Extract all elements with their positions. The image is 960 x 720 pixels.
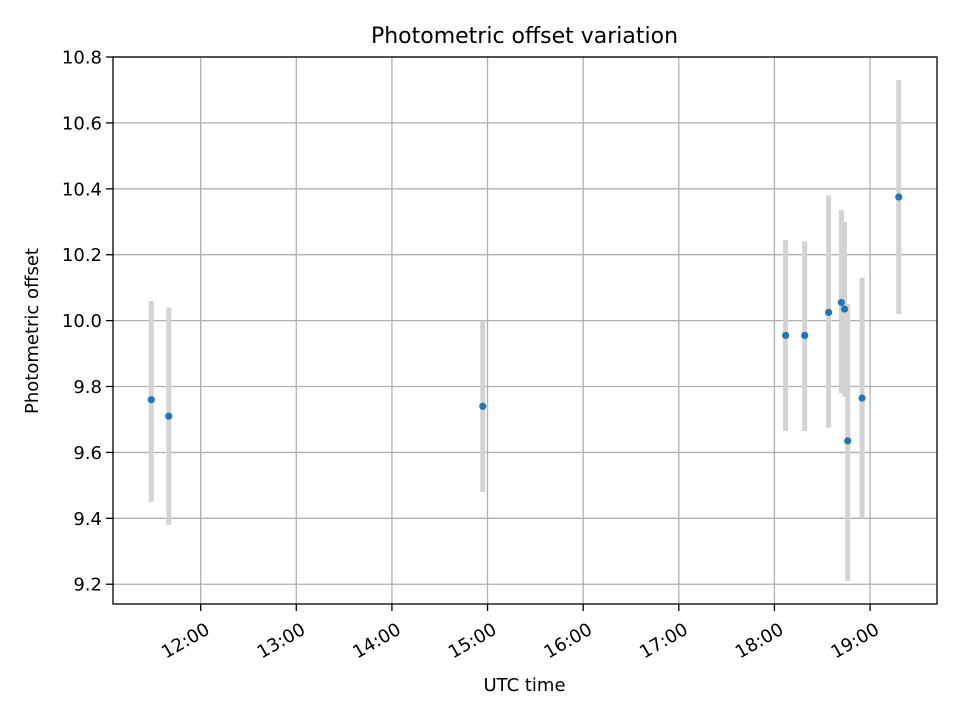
data-point — [895, 193, 903, 201]
y-tick-label: 9.6 — [73, 443, 102, 464]
y-tick-label: 10.4 — [62, 179, 102, 200]
plot-frame — [112, 56, 938, 605]
chart-title: Photometric offset variation — [371, 24, 678, 49]
y-tick-label: 10.6 — [62, 113, 102, 134]
data-point — [840, 305, 849, 313]
y-tick-label: 10.0 — [62, 311, 102, 332]
y-tick-label: 9.8 — [73, 377, 102, 398]
data-points — [147, 193, 903, 445]
data-point — [844, 437, 852, 445]
data-point — [165, 412, 173, 420]
y-tick-label: 9.4 — [73, 509, 102, 530]
x-axis-label: UTC time — [483, 675, 565, 696]
y-tick-label: 10.2 — [62, 245, 102, 266]
y-axis-label: Photometric offset — [22, 248, 43, 414]
data-point — [837, 298, 845, 307]
data-point — [147, 396, 155, 404]
data-point — [781, 331, 790, 340]
data-point — [801, 331, 809, 340]
data-point — [825, 308, 833, 316]
data-point — [479, 402, 487, 410]
y-tick-label: 9.2 — [73, 575, 102, 596]
data-point — [858, 394, 866, 402]
y-tick-label: 10.8 — [62, 48, 102, 69]
